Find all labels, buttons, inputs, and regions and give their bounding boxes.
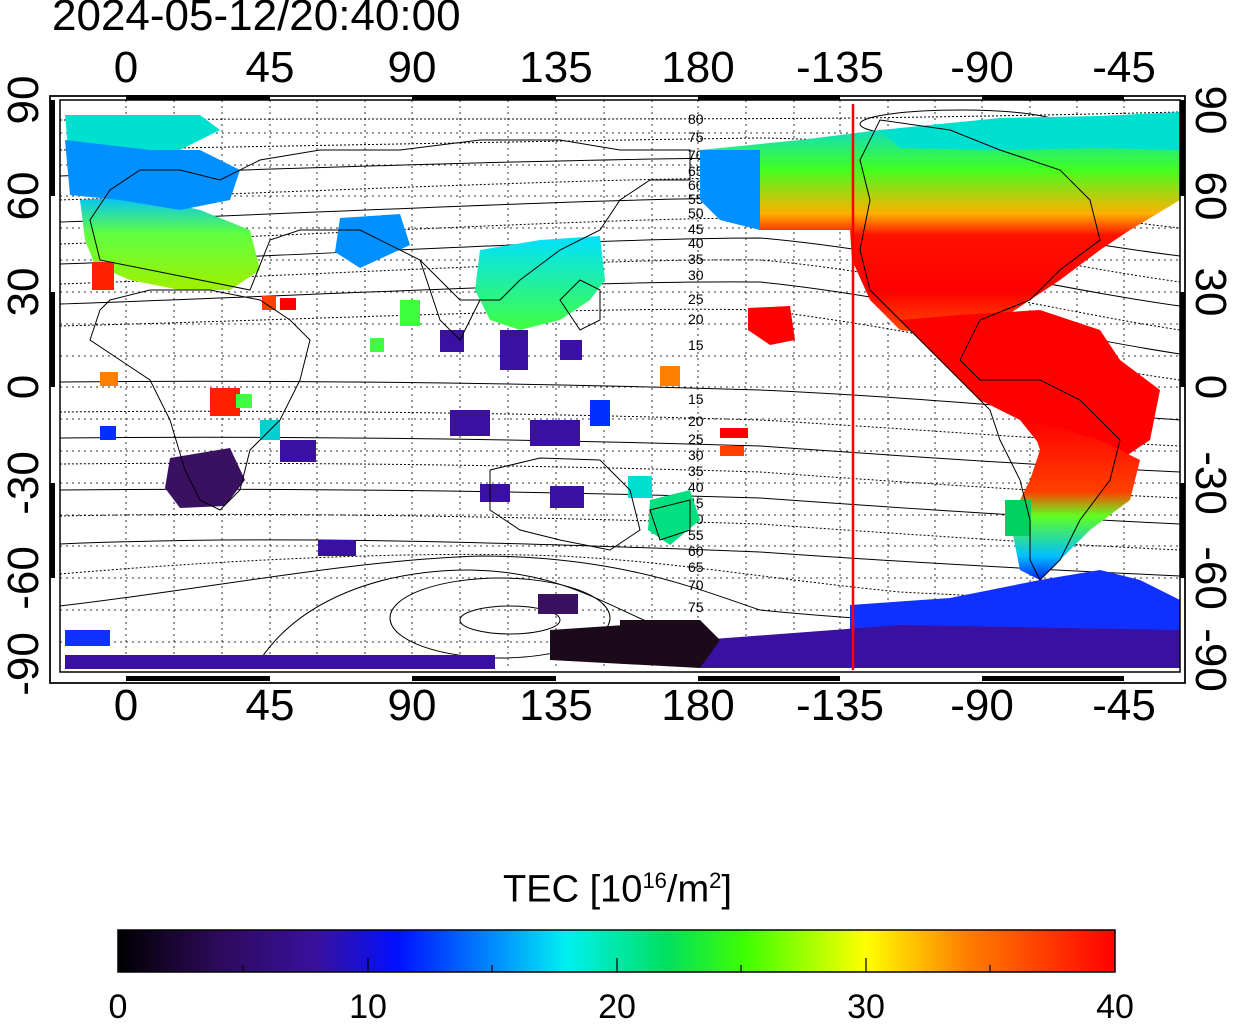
top-lon-tick: -45 (1092, 43, 1156, 92)
colorbar-title: TEC [1016/m2] (503, 868, 732, 911)
tec-region-central-asia (335, 214, 410, 268)
svg-text:15: 15 (688, 391, 704, 407)
bottom-lon-tick: 45 (245, 681, 295, 730)
coastlines (89, 119, 1121, 581)
bottom-lon-tick: -135 (795, 681, 885, 730)
svg-text:30: 30 (688, 267, 704, 283)
bottom-lon-tick: 0 (113, 681, 139, 730)
top-lon-tick: 90 (387, 43, 437, 92)
svg-text:65: 65 (688, 559, 704, 575)
top-lon-tick: -135 (795, 43, 885, 92)
top-lon-tick: -90 (950, 43, 1014, 92)
svg-text:55: 55 (688, 527, 704, 543)
colorbar-tick-label: 40 (1096, 988, 1134, 1026)
colorbar-tick-label: 30 (847, 988, 885, 1026)
tec-region-south-america (1010, 420, 1140, 580)
tec-data (65, 112, 1180, 669)
top-lon-tick: 0 (113, 43, 139, 92)
svg-text:20: 20 (688, 311, 704, 327)
tec-region-antarctic-edge (65, 630, 110, 646)
tec-region-iberia (92, 262, 114, 290)
top-lon-tick: 180 (661, 43, 735, 92)
svg-text:60: 60 (688, 543, 704, 559)
tec-region-south-africa (165, 448, 245, 508)
tec-region-south-atlantic (850, 570, 1180, 640)
svg-text:20: 20 (688, 413, 704, 429)
colorbar-tick-label: 20 (598, 988, 636, 1026)
tec-region-pacific-patch (748, 306, 795, 345)
bottom-lon-tick: -90 (950, 681, 1014, 730)
tec-region-antarctic-band (700, 625, 1180, 668)
tec-region-europe (80, 196, 260, 290)
bottom-lon-tick: 135 (519, 681, 593, 730)
tec-region-antarctic-strip (65, 655, 495, 669)
svg-text:70: 70 (688, 147, 704, 163)
svg-text:35: 35 (688, 463, 704, 479)
svg-text:25: 25 (688, 291, 704, 307)
tec-region-arctic-north-america (880, 112, 1180, 150)
svg-text:40: 40 (688, 479, 704, 495)
bottom-lon-tick: -45 (1092, 681, 1156, 730)
frame-bars (50, 95, 1185, 681)
top-lon-tick: 45 (245, 43, 295, 92)
colorbar-tick-label: 10 (349, 988, 387, 1026)
svg-text:30: 30 (688, 447, 704, 463)
svg-text:75: 75 (688, 599, 704, 615)
svg-text:45: 45 (688, 221, 704, 237)
svg-text:40: 40 (688, 235, 704, 251)
svg-text:65: 65 (688, 163, 704, 179)
tec-region-north-america (700, 114, 1180, 335)
contour-labels: 80 75 70 65 60 55 50 45 40 35 30 25 20 1… (688, 111, 704, 615)
svg-text:60: 60 (688, 177, 704, 193)
colorbar-tick-label: 0 (108, 988, 128, 1026)
tec-region-siberia (700, 150, 760, 230)
tec-region-east-asia (475, 236, 605, 330)
svg-text:75: 75 (688, 129, 704, 145)
tec-station-pixels (100, 296, 1031, 640)
top-lon-tick: 135 (519, 43, 593, 92)
timestamp-title: 2024-05-12/20:40:00 (52, 0, 461, 40)
bottom-lon-tick: 90 (387, 681, 437, 730)
svg-text:55: 55 (688, 191, 704, 207)
svg-text:35: 35 (688, 251, 704, 267)
bottom-lon-tick: 180 (661, 681, 735, 730)
colorbar-ticks (242, 958, 991, 972)
svg-text:70: 70 (688, 577, 704, 593)
svg-text:50: 50 (688, 205, 704, 221)
svg-text:25: 25 (688, 431, 704, 447)
svg-text:80: 80 (688, 111, 704, 127)
svg-text:15: 15 (688, 337, 704, 353)
tec-region-new-zealand (648, 490, 700, 545)
graticule (60, 100, 1180, 670)
